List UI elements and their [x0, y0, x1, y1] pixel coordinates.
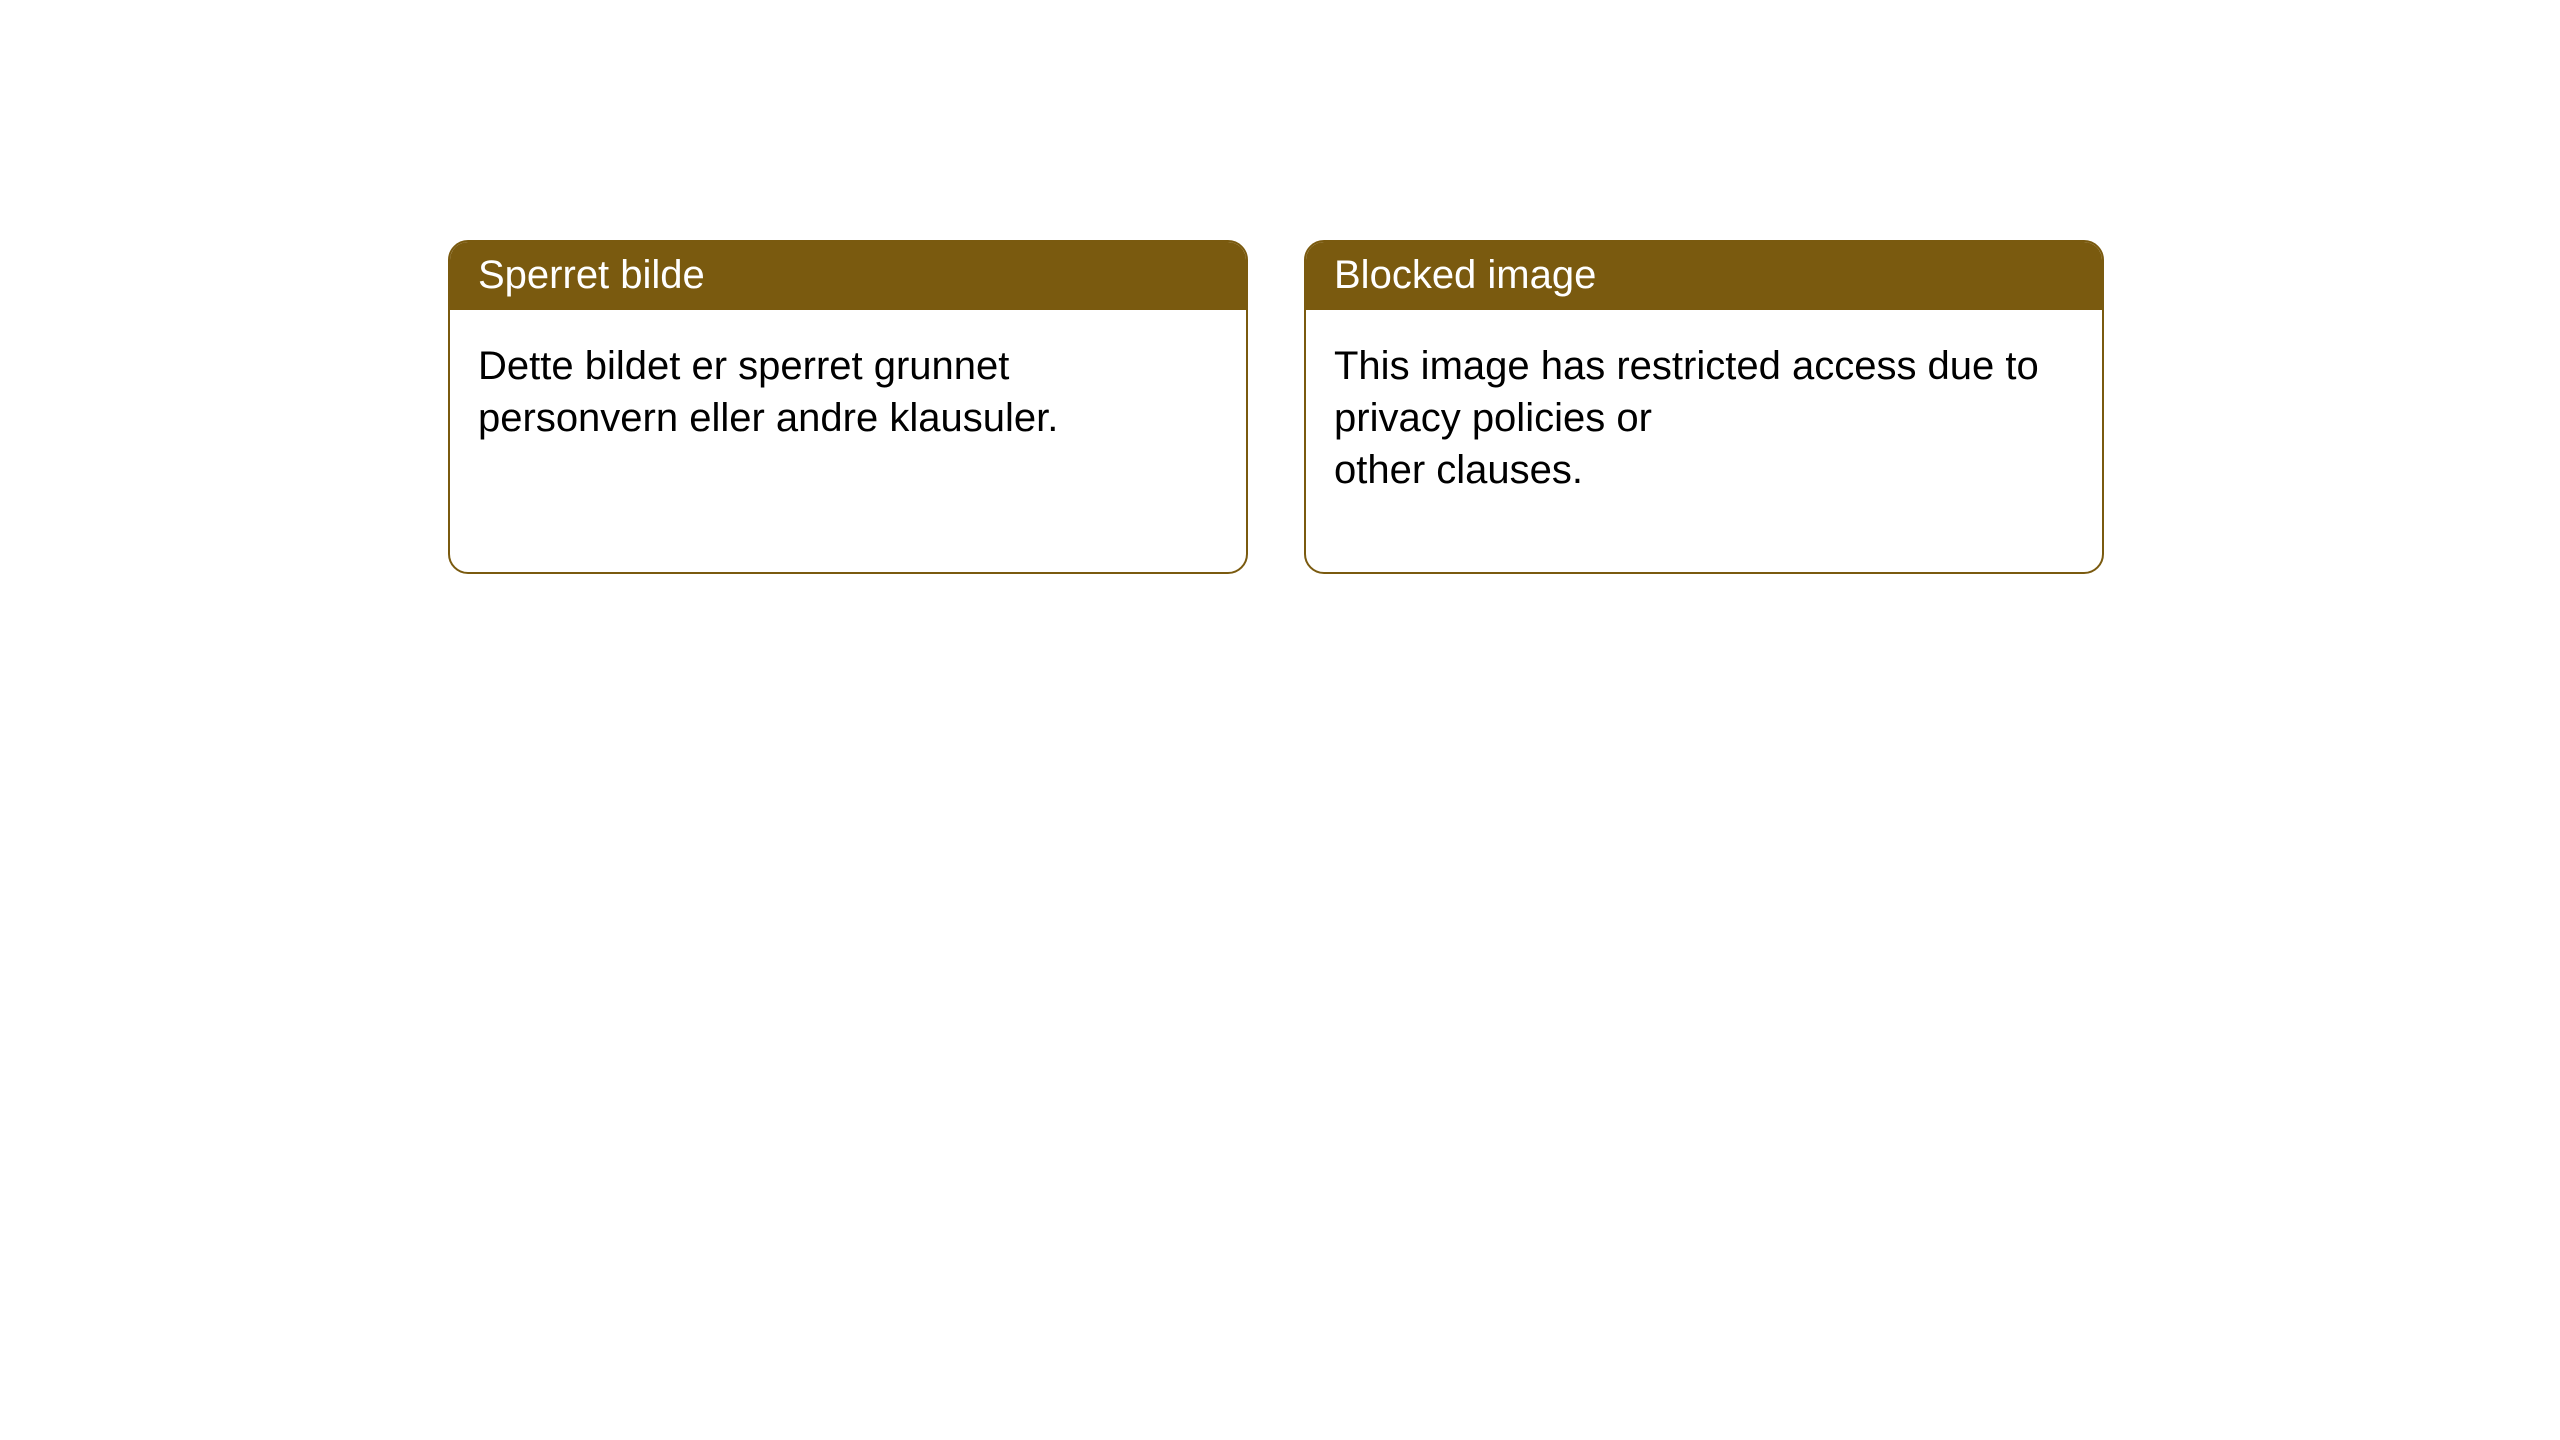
notice-card-norwegian: Sperret bilde Dette bildet er sperret gr…: [448, 240, 1248, 574]
notice-title-english: Blocked image: [1306, 242, 2102, 310]
notice-body-norwegian: Dette bildet er sperret grunnet personve…: [450, 310, 1246, 474]
notice-container: Sperret bilde Dette bildet er sperret gr…: [0, 0, 2560, 574]
notice-body-english: This image has restricted access due to …: [1306, 310, 2102, 526]
notice-title-norwegian: Sperret bilde: [450, 242, 1246, 310]
notice-card-english: Blocked image This image has restricted …: [1304, 240, 2104, 574]
